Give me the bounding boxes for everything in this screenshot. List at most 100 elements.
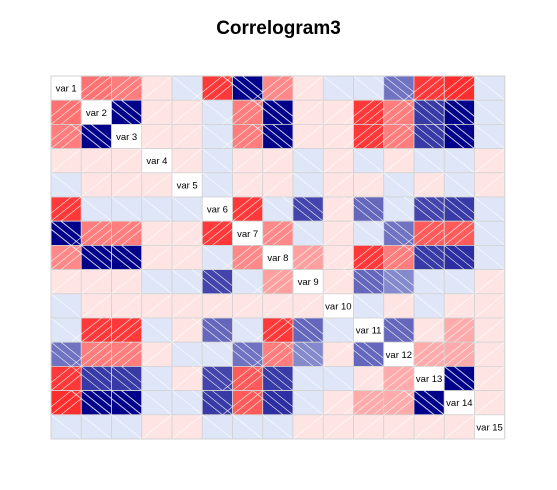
hatch-line <box>282 245 314 270</box>
hatch-line <box>252 124 284 149</box>
variable-label: var 5 <box>177 180 198 191</box>
hatch-line <box>232 172 263 198</box>
hatch-line <box>51 228 72 246</box>
hatch-line <box>222 196 253 222</box>
diagonal-cell <box>474 414 506 440</box>
hatch-line <box>262 293 294 319</box>
correlation-cell <box>322 365 354 391</box>
correlation-cell <box>201 124 233 150</box>
correlation-cell <box>192 269 243 295</box>
correlation-cell <box>292 172 324 198</box>
hatch-line <box>474 366 505 391</box>
hatch-line <box>141 341 173 367</box>
correlation-cell <box>171 196 203 222</box>
hatch-line <box>343 245 374 270</box>
variable-label: var 3 <box>116 132 137 143</box>
hatch-line <box>192 76 223 101</box>
hatch-line <box>343 390 374 416</box>
correlation-cell <box>474 269 505 295</box>
hatch-line <box>262 148 294 174</box>
hatch-line <box>383 196 415 222</box>
hatch-line <box>292 293 324 319</box>
hatch-line <box>373 245 405 270</box>
hatch-line <box>353 220 384 246</box>
correlation-cell <box>51 414 82 439</box>
correlation-cell <box>101 341 152 367</box>
chart-title: Correlogram3 <box>216 18 341 39</box>
correlation-cell <box>111 293 143 319</box>
hatch-line <box>81 414 112 439</box>
correlation-cell <box>171 76 203 101</box>
hatch-line <box>51 148 82 174</box>
hatch-line <box>141 414 173 439</box>
hatch-line <box>383 317 415 343</box>
correlation-cell <box>343 341 394 367</box>
correlation-cell <box>171 293 203 319</box>
correlation-cell <box>413 414 445 439</box>
hatch-line <box>171 341 203 367</box>
correlation-cell <box>353 148 385 174</box>
hatch-line <box>81 341 112 367</box>
hatch-line <box>252 269 284 295</box>
hatch-line <box>403 124 435 149</box>
hatch-line <box>292 148 324 174</box>
hatch-line <box>444 414 475 439</box>
correlation-cell <box>51 293 82 319</box>
hatch-line <box>474 317 505 343</box>
hatch-line <box>282 317 314 343</box>
correlation-cell <box>141 293 173 319</box>
correlation-cell <box>141 196 173 222</box>
hatch-line <box>252 99 284 125</box>
hatch-line <box>353 196 384 222</box>
hatch-line <box>141 196 173 222</box>
hatch-line <box>353 172 384 198</box>
hatch-line <box>222 76 254 101</box>
correlation-cell <box>383 148 415 174</box>
hatch-line <box>292 172 324 198</box>
hatch-line <box>292 124 324 149</box>
hatch-line <box>70 245 102 270</box>
hatch-line <box>353 269 384 295</box>
hatch-line <box>323 414 354 439</box>
correlation-cell <box>111 148 143 174</box>
hatch-line <box>413 124 445 149</box>
correlation-cell <box>141 269 173 295</box>
correlation-cell <box>111 172 143 198</box>
correlation-cell <box>443 269 475 295</box>
correlation-cell <box>141 365 173 391</box>
hatch-line <box>434 76 465 101</box>
correlation-cell <box>474 341 505 367</box>
hatch-line <box>202 220 233 246</box>
correlation-cell <box>383 172 415 198</box>
hatch-line <box>141 390 173 416</box>
correlation-cell <box>474 220 505 246</box>
correlation-cell <box>101 244 153 270</box>
hatch-line <box>343 124 374 149</box>
correlation-cell <box>292 148 324 174</box>
correlation-cell <box>474 317 505 343</box>
hatch-line <box>343 341 374 367</box>
correlation-cell <box>322 99 354 125</box>
hatch-line <box>413 172 445 198</box>
variable-label: var 13 <box>416 374 442 385</box>
correlation-cell <box>232 172 264 198</box>
hatch-line <box>343 269 374 295</box>
hatch-line <box>51 414 82 439</box>
hatch-line <box>81 196 112 222</box>
hatch-line <box>111 172 142 198</box>
hatch-line <box>444 172 475 198</box>
correlation-cell <box>141 414 173 439</box>
hatch-line <box>323 76 354 101</box>
correlation-cell <box>222 244 273 270</box>
hatch-line <box>413 293 445 319</box>
hatch-line <box>262 390 294 416</box>
hatch-line <box>111 390 143 416</box>
hatch-line <box>373 390 405 416</box>
hatch-line <box>202 172 233 198</box>
correlation-cell <box>443 414 475 439</box>
correlation-cell <box>101 99 153 125</box>
hatch-line <box>192 366 223 391</box>
hatch-line <box>373 124 405 149</box>
hatch-line <box>81 220 112 246</box>
hatch-line <box>80 124 112 149</box>
